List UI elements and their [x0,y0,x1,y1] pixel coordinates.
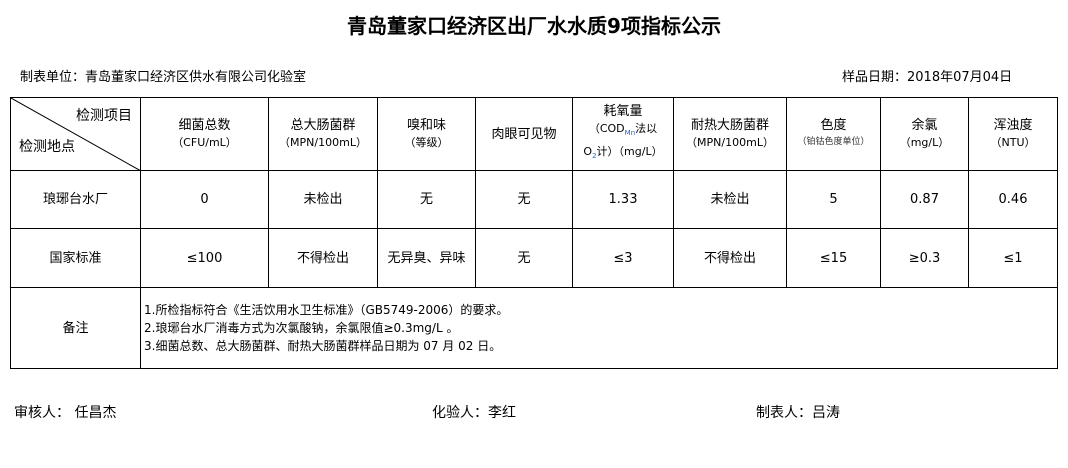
page-title: 青岛董家口经济区出厂水水质9项指标公示 [347,14,721,38]
notes-row: 备注 1.所检指标符合《生活饮用水卫生标准》（GB5749-2006）的要求。 … [10,287,1058,369]
row-label: 国家标准 [10,228,141,288]
header-name: 细菌总数 [178,118,231,133]
header-name: 色度 [820,118,847,133]
header-unit: （NTU） [990,136,1036,149]
cell: 1.33 [572,170,674,229]
table-row: 琅琊台水厂 0 未检出 无 无 1.33 未检出 5 0.87 0.46 [10,170,1058,229]
header-unit: （等级） [404,136,449,149]
reviewer: 审核人： 任昌杰 [14,405,117,421]
tester: 化验人：李红 [432,405,516,421]
prepared-by-unit: 制表单位：青岛董家口经济区供水有限公司化验室 [20,70,307,85]
header-name: 余氯 [911,118,938,133]
header-row: 检测项目 检测地点 细菌总数 （CFU/mL） 总大肠菌群 （MPN/100mL） … [10,97,1058,171]
cell: 未检出 [268,170,378,229]
header-unit: （CFU/mL） [172,136,237,149]
header-visible-matter: 肉眼可见物 [475,97,573,171]
header-name: 耗氧量 [603,104,643,120]
note-item: 2.琅琊台水厂消毒方式为次氯酸钠，余氯限值≥0.3mg/L 。 [144,321,459,335]
unit-part: 计）（mg/L） [596,144,663,158]
cell: 无异臭、异味 [377,228,476,288]
cell: 无 [475,170,573,229]
corner-item-label: 检测项目 [76,108,132,124]
header-turbidity: 浑浊度 （NTU） [968,97,1058,171]
header-coliform: 总大肠菌群 （MPN/100mL） [268,97,378,171]
quality-table: 检测项目 检测地点 细菌总数 （CFU/mL） 总大肠菌群 （MPN/100mL） … [10,97,1058,369]
header-cod: 耗氧量 （CODMn法以 O2计）（mg/L） [572,97,674,171]
corner-site-label: 检测地点 [19,139,75,155]
cell: 无 [377,170,476,229]
header-unit: （MPN/100mL） [279,136,367,149]
header-bacteria: 细菌总数 （CFU/mL） [140,97,269,171]
cell: 0.46 [968,170,1058,229]
cell: 5 [786,170,881,229]
cell: ≤100 [140,228,269,288]
cell: ≤15 [786,228,881,288]
unit-sub: 2 [592,151,597,160]
table-row: 国家标准 ≤100 不得检出 无异臭、异味 无 ≤3 不得检出 ≤15 ≥0.3… [10,228,1058,288]
header-name: 浑浊度 [993,118,1033,133]
row-label: 琅琊台水厂 [10,170,141,229]
cell: ≥0.3 [880,228,969,288]
sample-date: 样品日期：2018年07月04日 [842,70,1013,85]
header-name: 总大肠菌群 [290,118,356,133]
header-color: 色度 （铂钴色度单位） [786,97,881,171]
note-item: 3.细菌总数、总大肠菌群、耐热大肠菌群样品日期为 07 月 02 日。 [144,339,502,353]
header-unit: （CODMn法以 [573,120,673,142]
header-odor: 嗅和味 （等级） [377,97,476,171]
unit-sub: Mn [624,129,636,138]
cell: 不得检出 [673,228,787,288]
corner-cell: 检测项目 检测地点 [10,97,141,171]
notes-cell: 1.所检指标符合《生活饮用水卫生标准》（GB5749-2006）的要求。 2.琅… [140,287,1058,369]
header-name: 肉眼可见物 [491,126,557,142]
cell: 不得检出 [268,228,378,288]
header-unit: （mg/L） [899,136,950,149]
header-chlorine: 余氯 （mg/L） [880,97,969,171]
header-unit-2: O2计）（mg/L） [573,143,673,165]
note-item: 1.所检指标符合《生活饮用水卫生标准》（GB5749-2006）的要求。 [144,303,509,317]
notes-label: 备注 [10,287,141,369]
cell: 无 [475,228,573,288]
cell: ≤1 [968,228,1058,288]
cell: 未检出 [673,170,787,229]
cell: 0.87 [880,170,969,229]
header-unit: （铂钴色度单位） [797,137,870,147]
cell: 0 [140,170,269,229]
header-name: 耐热大肠菌群 [690,118,769,133]
preparer: 制表人：吕涛 [756,405,840,421]
unit-part: O [583,144,593,158]
unit-part: （COD [588,122,625,136]
header-name: 嗅和味 [406,118,446,133]
header-unit: （MPN/100mL） [686,136,774,149]
header-thermo-coliform: 耐热大肠菌群 （MPN/100mL） [673,97,787,171]
diagonal-line [11,98,141,171]
cell: ≤3 [572,228,674,288]
unit-part: 法以 [635,122,658,136]
